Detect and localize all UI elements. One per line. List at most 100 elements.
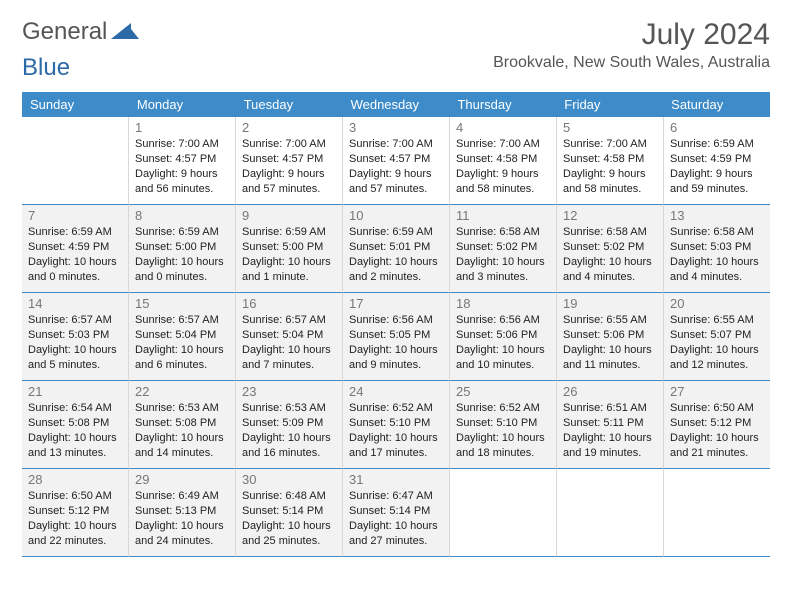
calendar-cell: 31Sunrise: 6:47 AMSunset: 5:14 PMDayligh… — [343, 469, 450, 557]
day-number: 25 — [456, 384, 550, 399]
daylight-line2: and 58 minutes. — [563, 182, 657, 197]
daylight-line1: Daylight: 10 hours — [28, 255, 122, 270]
sunset-text: Sunset: 5:01 PM — [349, 240, 443, 255]
daylight-line2: and 4 minutes. — [563, 270, 657, 285]
calendar-cell: 8Sunrise: 6:59 AMSunset: 5:00 PMDaylight… — [129, 205, 236, 293]
daylight-line1: Daylight: 10 hours — [563, 255, 657, 270]
calendar-row: 1Sunrise: 7:00 AMSunset: 4:57 PMDaylight… — [22, 117, 770, 205]
daylight-line1: Daylight: 9 hours — [135, 167, 229, 182]
day-number: 28 — [28, 472, 122, 487]
header-saturday: Saturday — [663, 92, 770, 117]
sunrise-text: Sunrise: 7:00 AM — [563, 137, 657, 152]
day-number: 9 — [242, 208, 336, 223]
calendar-cell: 19Sunrise: 6:55 AMSunset: 5:06 PMDayligh… — [557, 293, 664, 381]
daylight-line2: and 7 minutes. — [242, 358, 336, 373]
day-number: 5 — [563, 120, 657, 135]
sunset-text: Sunset: 4:57 PM — [242, 152, 336, 167]
daylight-line2: and 56 minutes. — [135, 182, 229, 197]
daylight-line2: and 27 minutes. — [349, 534, 443, 549]
daylight-line2: and 9 minutes. — [349, 358, 443, 373]
day-number: 20 — [670, 296, 764, 311]
daylight-line1: Daylight: 10 hours — [28, 431, 122, 446]
daylight-line2: and 13 minutes. — [28, 446, 122, 461]
sunset-text: Sunset: 4:57 PM — [135, 152, 229, 167]
calendar-cell: 18Sunrise: 6:56 AMSunset: 5:06 PMDayligh… — [450, 293, 557, 381]
sunrise-text: Sunrise: 7:00 AM — [456, 137, 550, 152]
daylight-line1: Daylight: 9 hours — [349, 167, 443, 182]
daylight-line2: and 22 minutes. — [28, 534, 122, 549]
daylight-line1: Daylight: 10 hours — [242, 255, 336, 270]
day-number: 12 — [563, 208, 657, 223]
daylight-line2: and 59 minutes. — [670, 182, 764, 197]
daylight-line2: and 57 minutes. — [349, 182, 443, 197]
day-number: 24 — [349, 384, 443, 399]
sunrise-text: Sunrise: 6:48 AM — [242, 489, 336, 504]
daylight-line1: Daylight: 10 hours — [349, 343, 443, 358]
day-number: 26 — [563, 384, 657, 399]
calendar-cell: 26Sunrise: 6:51 AMSunset: 5:11 PMDayligh… — [557, 381, 664, 469]
sunset-text: Sunset: 5:14 PM — [349, 504, 443, 519]
sunset-text: Sunset: 5:03 PM — [670, 240, 764, 255]
calendar-cell: 24Sunrise: 6:52 AMSunset: 5:10 PMDayligh… — [343, 381, 450, 469]
day-number: 14 — [28, 296, 122, 311]
daylight-line1: Daylight: 10 hours — [456, 255, 550, 270]
sunrise-text: Sunrise: 6:53 AM — [242, 401, 336, 416]
day-number: 13 — [670, 208, 764, 223]
daylight-line2: and 4 minutes. — [670, 270, 764, 285]
calendar-cell: 12Sunrise: 6:58 AMSunset: 5:02 PMDayligh… — [557, 205, 664, 293]
daylight-line2: and 19 minutes. — [563, 446, 657, 461]
calendar-cell — [557, 469, 664, 557]
calendar-cell: 30Sunrise: 6:48 AMSunset: 5:14 PMDayligh… — [236, 469, 343, 557]
daylight-line1: Daylight: 10 hours — [349, 255, 443, 270]
daylight-line1: Daylight: 10 hours — [349, 431, 443, 446]
daylight-line2: and 6 minutes. — [135, 358, 229, 373]
header-monday: Monday — [129, 92, 236, 117]
day-number: 23 — [242, 384, 336, 399]
sunrise-text: Sunrise: 6:56 AM — [349, 313, 443, 328]
calendar-cell: 9Sunrise: 6:59 AMSunset: 5:00 PMDaylight… — [236, 205, 343, 293]
day-number: 3 — [349, 120, 443, 135]
daylight-line2: and 10 minutes. — [456, 358, 550, 373]
calendar-cell: 1Sunrise: 7:00 AMSunset: 4:57 PMDaylight… — [129, 117, 236, 205]
day-number: 22 — [135, 384, 229, 399]
sunrise-text: Sunrise: 6:50 AM — [670, 401, 764, 416]
sunrise-text: Sunrise: 6:54 AM — [28, 401, 122, 416]
day-number: 30 — [242, 472, 336, 487]
sunset-text: Sunset: 5:03 PM — [28, 328, 122, 343]
daylight-line2: and 58 minutes. — [456, 182, 550, 197]
calendar-cell: 10 Sunrise: 6:59 AMSunset: 5:01 PMDayligh… — [343, 205, 450, 293]
daylight-line2: and 11 minutes. — [563, 358, 657, 373]
calendar-cell: 17Sunrise: 6:56 AMSunset: 5:05 PMDayligh… — [343, 293, 450, 381]
day-number: 15 — [135, 296, 229, 311]
daylight-line2: and 0 minutes. — [135, 270, 229, 285]
calendar-cell: 6Sunrise: 6:59 AMSunset: 4:59 PMDaylight… — [664, 117, 770, 205]
sunset-text: Sunset: 5:00 PM — [135, 240, 229, 255]
daylight-line1: Daylight: 9 hours — [563, 167, 657, 182]
daylight-line1: Daylight: 10 hours — [242, 519, 336, 534]
sunrise-text: Sunrise: 6:59 AM — [349, 225, 443, 240]
daylight-line1: Daylight: 9 hours — [456, 167, 550, 182]
calendar-row: 28Sunrise: 6:50 AMSunset: 5:12 PMDayligh… — [22, 469, 770, 557]
daylight-line1: Daylight: 10 hours — [135, 255, 229, 270]
header-friday: Friday — [556, 92, 663, 117]
daylight-line2: and 21 minutes. — [670, 446, 764, 461]
calendar-cell: 5Sunrise: 7:00 AMSunset: 4:58 PMDaylight… — [557, 117, 664, 205]
day-number: 10 — [349, 208, 443, 223]
daylight-line2: and 17 minutes. — [349, 446, 443, 461]
daylight-line1: Daylight: 9 hours — [670, 167, 764, 182]
day-number: 27 — [670, 384, 764, 399]
calendar-cell: 15Sunrise: 6:57 AMSunset: 5:04 PMDayligh… — [129, 293, 236, 381]
logo-text-general: General — [22, 18, 107, 46]
daylight-line1: Daylight: 9 hours — [242, 167, 336, 182]
sunset-text: Sunset: 5:07 PM — [670, 328, 764, 343]
logo-text-blue: Blue — [22, 54, 70, 81]
daylight-line1: Daylight: 10 hours — [670, 343, 764, 358]
daylight-line2: and 25 minutes. — [242, 534, 336, 549]
daylight-line1: Daylight: 10 hours — [28, 519, 122, 534]
calendar-cell — [450, 469, 557, 557]
sunset-text: Sunset: 4:59 PM — [28, 240, 122, 255]
sunrise-text: Sunrise: 6:58 AM — [563, 225, 657, 240]
daylight-line1: Daylight: 10 hours — [135, 343, 229, 358]
day-number: 16 — [242, 296, 336, 311]
sunset-text: Sunset: 5:13 PM — [135, 504, 229, 519]
